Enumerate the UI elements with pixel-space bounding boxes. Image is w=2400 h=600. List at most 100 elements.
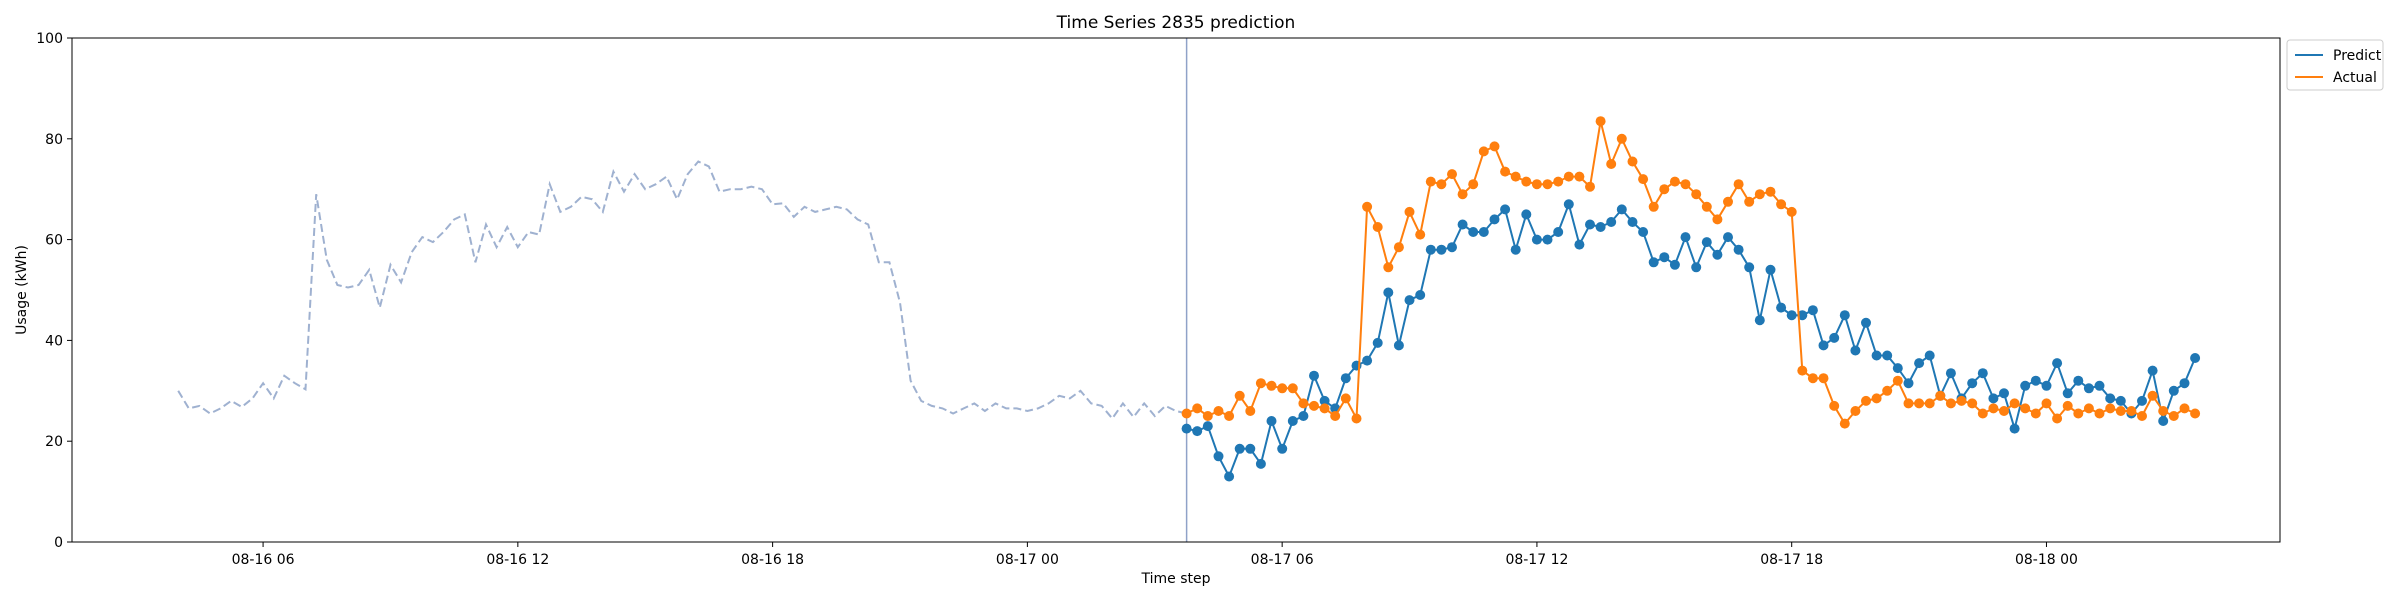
actual-point	[1563, 171, 1574, 182]
actual-point	[1202, 411, 1213, 421]
predict-point	[1224, 471, 1235, 482]
predict-point	[1234, 443, 1245, 454]
predict-point	[1999, 388, 2009, 399]
actual-point	[1372, 222, 1383, 232]
predict-point	[1691, 262, 1702, 273]
actual-point	[2147, 390, 2158, 401]
actual-point	[1521, 176, 1532, 187]
predict-line	[1186, 201, 2197, 479]
x-tick-label: 08-17 12	[1505, 552, 1568, 568]
actual-point	[2062, 400, 2073, 411]
predict-point	[1500, 204, 1511, 215]
predict-point	[2147, 365, 2158, 376]
predict-point	[1977, 368, 1988, 379]
predict-point	[1436, 244, 1447, 255]
actual-point	[1224, 411, 1235, 421]
actual-series	[1181, 116, 2201, 429]
legend-actual-label: Actual	[2333, 70, 2377, 86]
predict-point	[1786, 310, 1797, 321]
actual-point	[2094, 408, 2105, 419]
actual-point	[1330, 411, 1341, 421]
actual-point	[1319, 403, 1330, 414]
actual-point	[1882, 385, 1893, 396]
actual-point	[1213, 406, 1224, 416]
predict-point	[1669, 259, 1680, 270]
actual-point	[2190, 408, 2201, 419]
actual-point	[2030, 408, 2041, 419]
predict-point	[1850, 345, 1861, 356]
predict-point	[1659, 252, 1670, 263]
actual-point	[1447, 169, 1457, 180]
predict-point	[1245, 443, 1256, 454]
actual-point	[2126, 406, 2137, 416]
x-tick-label: 08-18 00	[2015, 552, 2078, 568]
predict-point	[1192, 426, 1203, 437]
actual-point	[1903, 398, 1914, 409]
predict-point	[1585, 219, 1595, 230]
actual-point	[1765, 186, 1776, 197]
actual-point	[1977, 408, 1988, 419]
predict-point	[2020, 380, 2031, 391]
actual-point	[1723, 196, 1733, 207]
actual-point	[1871, 393, 1882, 404]
predict-point	[1266, 416, 1277, 426]
predict-point	[1903, 378, 1914, 389]
predict-point	[1839, 310, 1850, 321]
x-tick-label: 08-16 06	[232, 552, 295, 568]
predict-point	[2052, 358, 2063, 369]
predict-point	[1616, 204, 1627, 215]
predict-point	[1457, 219, 1468, 230]
predict-point	[1680, 232, 1691, 243]
actual-point	[1945, 398, 1956, 409]
predict-point	[1712, 249, 1723, 260]
predict-point	[1648, 257, 1659, 268]
predict-point	[1988, 393, 1999, 404]
predict-point	[1967, 378, 1978, 389]
actual-point	[1574, 171, 1585, 182]
plot-frame	[71, 37, 2281, 543]
actual-point	[1839, 418, 1850, 429]
actual-point	[1383, 262, 1394, 273]
actual-point	[1988, 403, 1999, 414]
predict-point	[1797, 310, 1808, 321]
predict-point	[1744, 262, 1755, 273]
predict-point	[1914, 358, 1925, 369]
actual-point	[1255, 378, 1266, 389]
actual-point	[1298, 398, 1309, 409]
actual-point	[1818, 373, 1829, 384]
actual-point	[2168, 411, 2179, 421]
actual-point	[1892, 375, 1903, 386]
predict-point	[2137, 395, 2147, 406]
actual-point	[1531, 179, 1542, 190]
actual-point	[2020, 403, 2031, 414]
predict-point	[1542, 234, 1553, 245]
predict-series	[1181, 199, 2201, 482]
predict-point	[1701, 237, 1712, 248]
predict-point	[2062, 388, 2073, 399]
actual-point	[1192, 403, 1203, 414]
predict-point	[1776, 302, 1787, 313]
chart-title: Time Series 2835 prediction	[1056, 13, 1296, 33]
x-tick-label: 08-16 18	[741, 552, 804, 568]
actual-point	[1542, 179, 1553, 190]
actual-point	[1691, 189, 1702, 200]
predict-point	[1287, 416, 1298, 426]
actual-point	[1776, 199, 1787, 210]
history-line	[177, 160, 1187, 421]
predict-point	[2115, 395, 2126, 406]
actual-point	[1829, 400, 1840, 411]
predict-point	[1638, 227, 1649, 237]
actual-point	[1404, 206, 1415, 217]
predict-point	[1521, 209, 1532, 220]
predict-point	[1404, 295, 1415, 306]
actual-point	[1967, 398, 1978, 409]
predict-point	[1606, 217, 1617, 227]
actual-point	[1744, 196, 1755, 207]
actual-point	[1712, 214, 1723, 225]
actual-point	[1500, 166, 1511, 177]
actual-point	[1786, 206, 1797, 217]
predict-point	[1489, 214, 1500, 225]
predict-point	[1309, 370, 1319, 381]
actual-point	[1266, 380, 1277, 391]
predict-point	[1563, 199, 1574, 210]
